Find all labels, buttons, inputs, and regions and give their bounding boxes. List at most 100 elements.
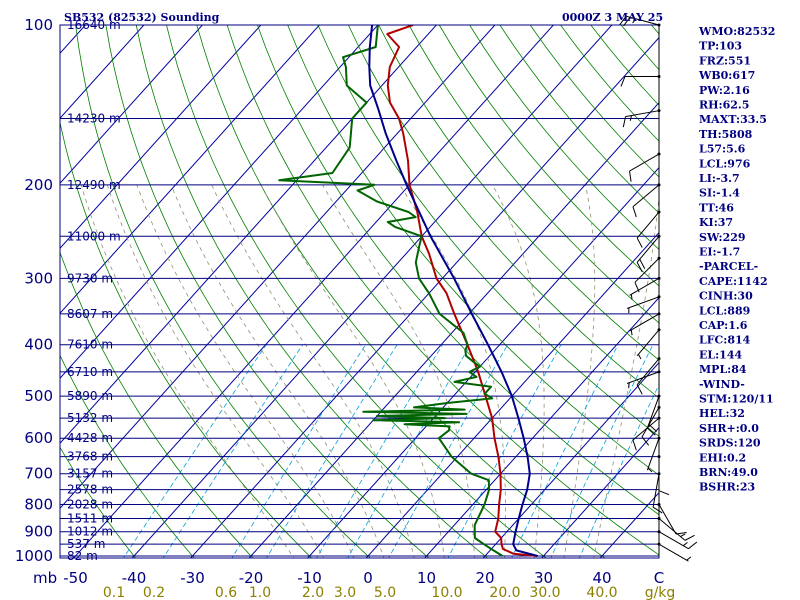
temperature-tick-label: 20 [475,569,494,587]
height-label: 537 m [67,537,105,551]
wind-barb-dot [657,109,661,113]
dry-adiabat-line [166,25,547,558]
wind-barb [632,183,661,218]
wind-barb-half-flag [629,115,632,121]
wind-barb-flag [622,116,627,128]
wind-barb-dot [657,405,661,409]
moist-adiabat-line [593,191,659,558]
height-label: 3768 m [67,450,113,464]
wind-barb-dot [657,152,661,156]
wind-barb-staff [626,371,660,384]
index-item: SHR+:0.0 [699,422,759,435]
pressure-tick-label: 600 [24,429,53,447]
dry-adiabat-line [257,25,659,516]
wind-barb [636,357,661,395]
wind-barb-dot [657,455,661,459]
wind-barb [629,152,661,182]
pressure-tick-label: 700 [24,465,53,483]
wind-barb-staff [626,15,660,26]
temperature-tick-label: 40 [592,569,611,587]
wind-barb-staff [629,313,660,332]
temperature-tick-label: -40 [122,569,147,587]
wind-barb-staff [641,407,660,438]
index-item: EL:144 [699,348,742,361]
index-item: TH:5808 [699,128,753,141]
index-item: WMO:82532 [698,25,775,38]
wind-barb-flag [658,490,670,496]
mixing-ratio-tick-label: 30.0 [529,585,560,600]
wind-barb [626,370,661,389]
dry-adiabat-line [317,25,659,437]
index-item: CINH:30 [699,290,753,303]
mixing-ratio-line [388,344,508,558]
index-item: TT:46 [699,201,734,214]
index-item: BSHR:23 [699,481,755,494]
height-label: 9730 m [67,271,113,285]
wind-barbs [619,15,698,562]
mixing-ratio-line [231,344,366,558]
wind-barb-flag [652,506,663,514]
dry-adiabat-line [378,25,659,361]
dewpoint-line [278,25,504,557]
temperature-unit-label: C [654,569,664,587]
wind-barb-dot [657,234,661,238]
wind-barb [626,295,661,314]
wind-barb-dot [657,542,661,546]
height-label: 11000 m [67,229,121,243]
mixing-ratio-tick-label: 0.2 [143,585,165,600]
wind-barb-flag [647,427,656,436]
wind-barb-flag [620,76,626,87]
index-item: WB0:617 [698,69,755,82]
mixing-ratio-tick-label: 3.0 [334,585,356,600]
wind-barb-flag [636,384,643,395]
isotherm-line [131,25,613,558]
background-lines [60,25,659,558]
index-item: STM:120/11 [699,393,774,406]
wind-barb-flag [623,16,631,27]
mixing-ratio-line [347,344,471,558]
moist-adiabat-line [80,184,295,558]
wind-barb-dot [657,276,661,280]
mixing-ratio-unit-label: g/kg [645,585,676,600]
index-item: HEL:32 [699,407,745,420]
moist-adiabat-line [170,184,385,558]
wind-barb-staff [626,296,660,309]
wind-barb [657,517,695,541]
pressure-tick-label: 500 [24,387,53,405]
temperature-tick-label: 0 [363,569,373,587]
index-item: CAPE:1142 [699,275,768,288]
sounding-profiles [278,25,538,557]
wind-barb-half-flag [686,556,692,561]
isotherm-line [60,25,496,509]
wind-barb-dot [657,23,661,27]
wind-barb-dot [657,328,661,332]
wind-barb-dot [657,370,661,374]
mixing-ratio-line [578,383,659,558]
index-item: CAP:1.6 [699,319,748,332]
dry-adiabat-line [287,25,659,476]
isotherm-line [60,25,379,379]
height-label: 1012 m [67,525,113,539]
wind-barb-dot [657,183,661,187]
wind-barb-staff [629,153,660,172]
isotherm-line [365,231,659,558]
wind-barb [657,530,698,550]
index-item: LCL:976 [699,157,751,170]
index-item: SW:229 [699,231,746,244]
mixing-ratio-line [511,344,619,558]
index-item: L57:5.6 [699,143,746,156]
pressure-tick-label: 400 [24,336,53,354]
height-label: 6710 m [67,365,113,379]
wind-barb [620,74,661,87]
wind-barb [657,542,692,562]
moist-adiabat-line [322,184,475,558]
wind-barb-dot [657,472,661,476]
wind-barb [636,234,661,273]
temperature-line [386,25,538,557]
temperature-tick-label: -30 [180,569,205,587]
wind-barb-dot [657,357,661,361]
dry-adiabat-line [60,446,137,558]
wind-barb-flag [684,534,695,541]
moist-adiabat-line [260,184,445,558]
index-item: TP:103 [699,40,742,53]
